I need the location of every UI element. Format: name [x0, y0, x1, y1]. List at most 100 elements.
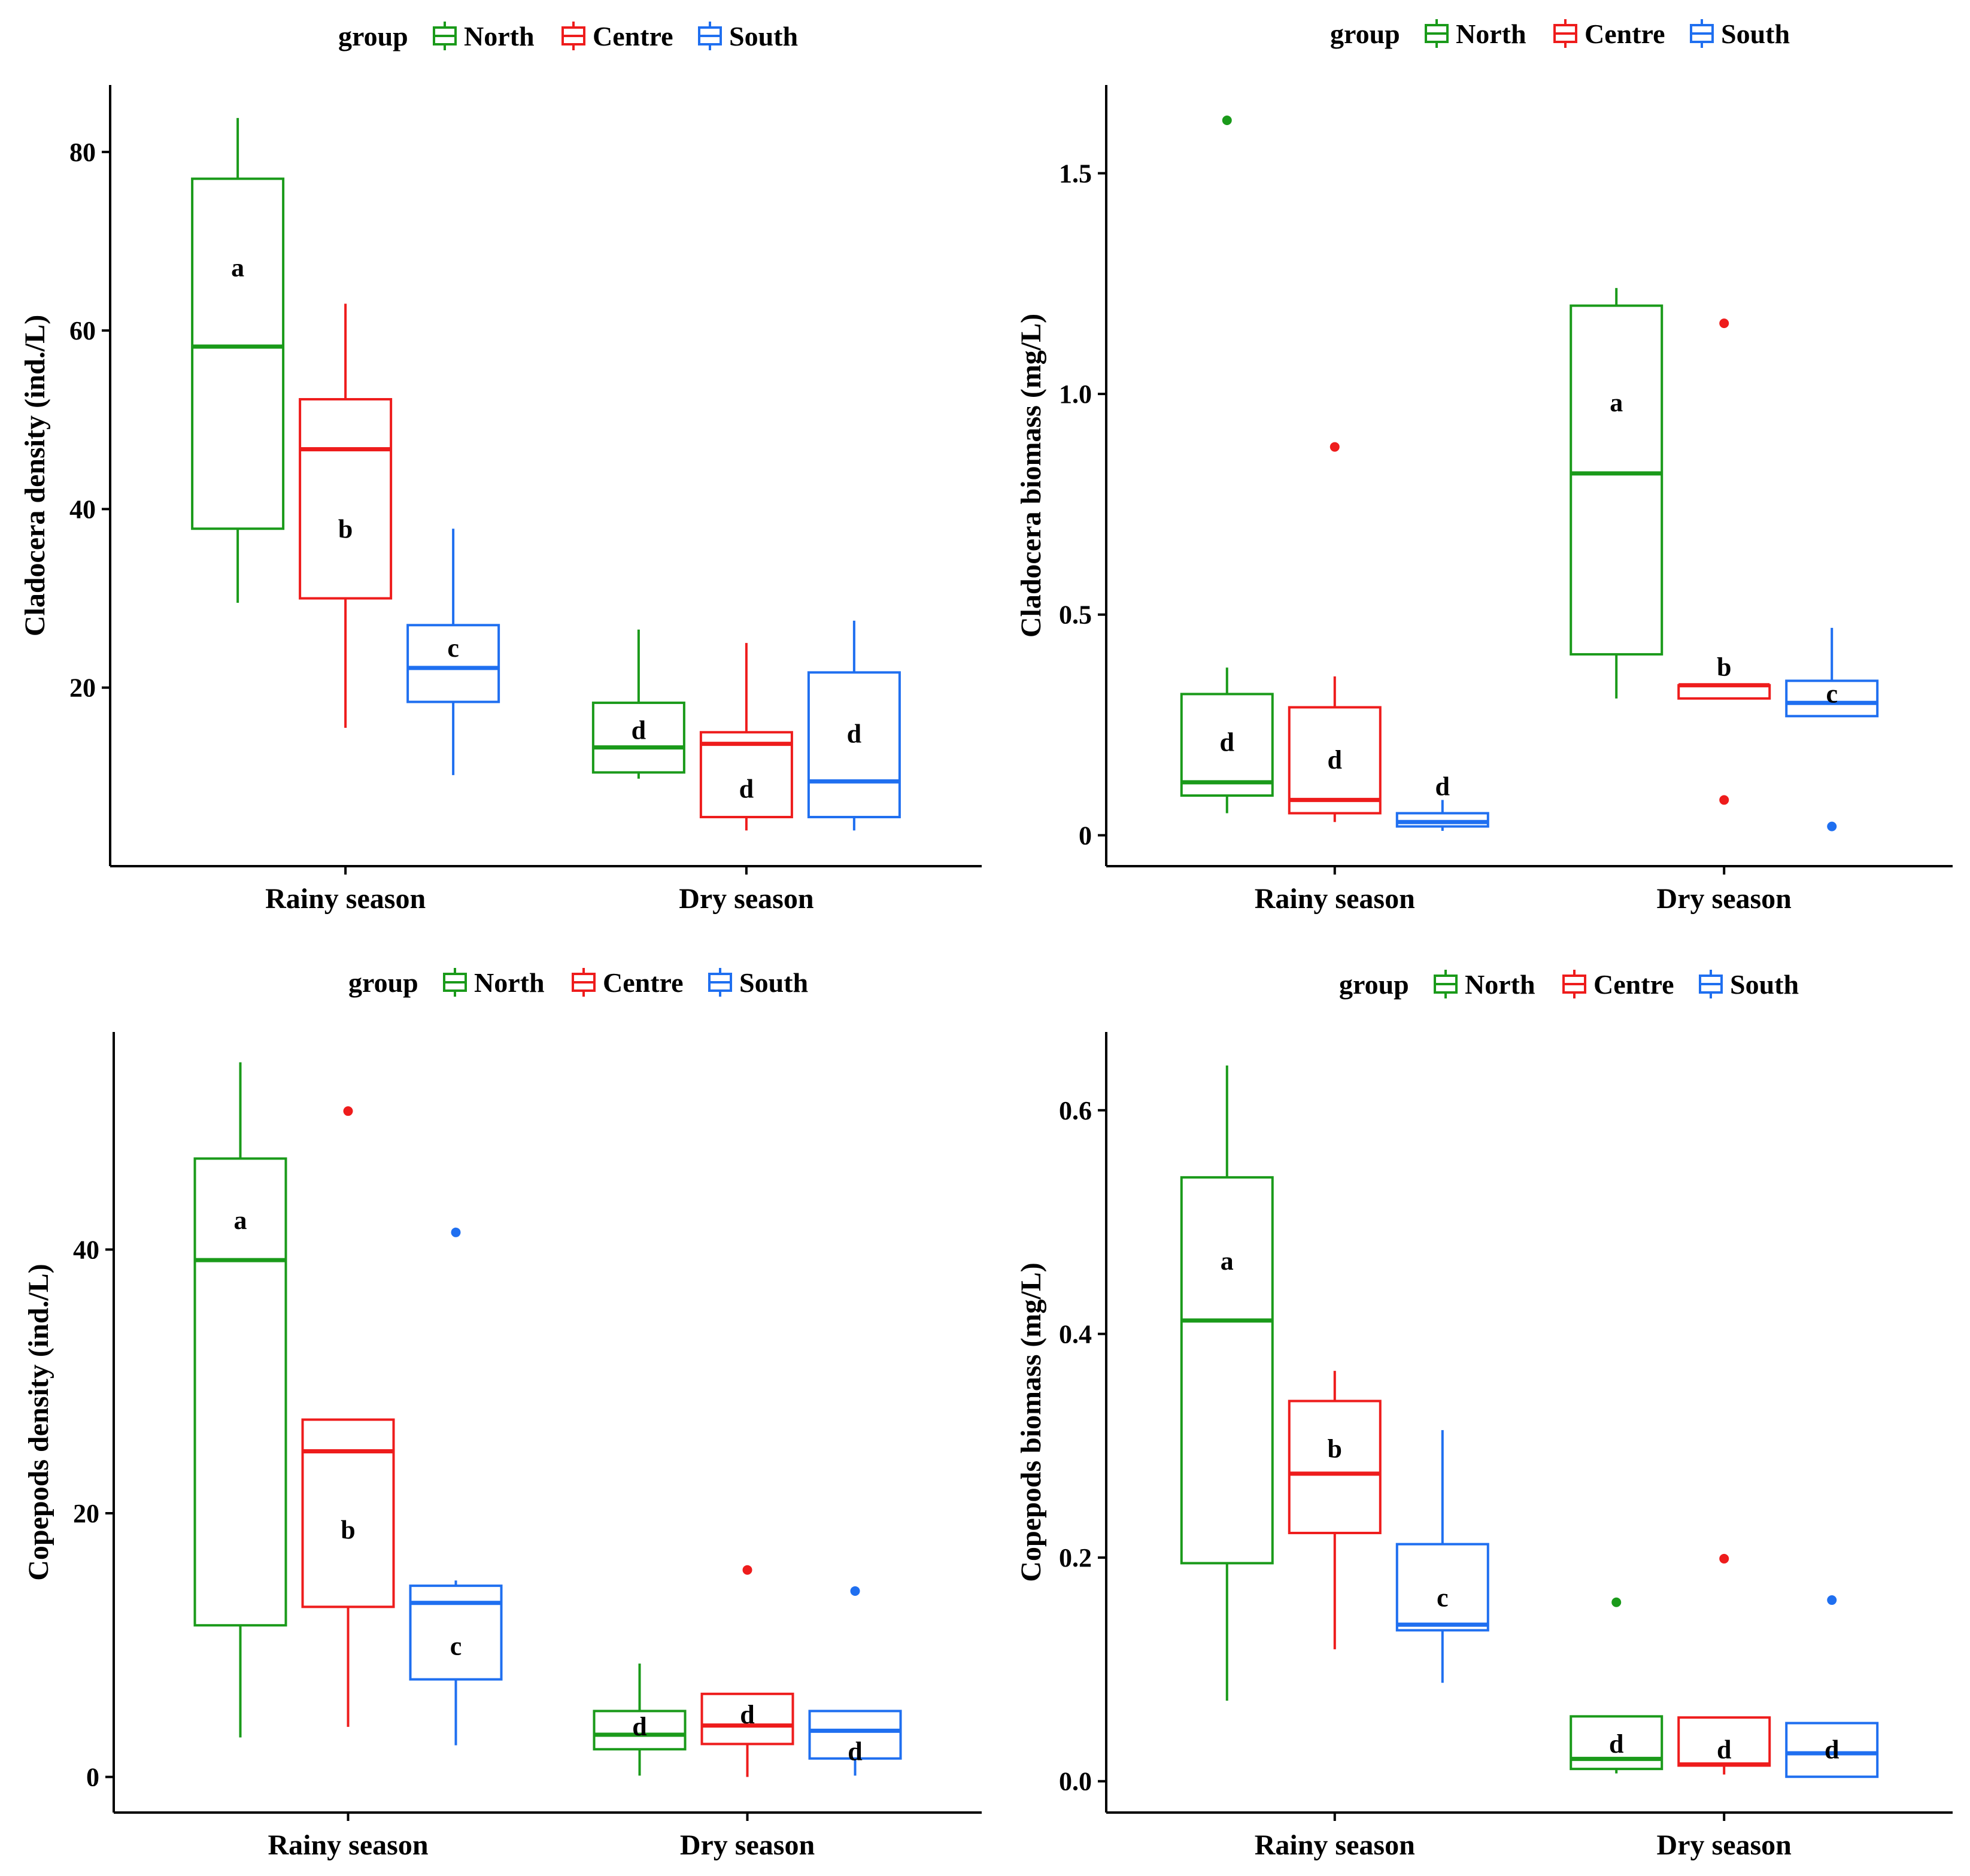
box-body: [1288, 706, 1382, 815]
legend-title: group: [348, 967, 418, 998]
box-centre-rainy: b: [299, 303, 393, 728]
box-north-rainy: a: [1180, 1066, 1274, 1701]
legend-key-centre: [1562, 970, 1586, 998]
box-south-rainy: d: [1395, 772, 1489, 831]
significance-letter: d: [740, 1700, 754, 1729]
significance-letter: c: [450, 1631, 462, 1661]
legend-title: group: [1330, 19, 1400, 49]
outlier-point: [850, 1586, 860, 1596]
box-body: [406, 624, 500, 703]
y-tick-label: 0.2: [1059, 1543, 1092, 1573]
x-tick-label: Rainy season: [268, 1829, 428, 1861]
box-body: [191, 177, 285, 530]
outlier-point: [1329, 442, 1340, 452]
legend-label-south: South: [1721, 19, 1790, 49]
legend-key-north: [1425, 19, 1449, 48]
significance-letter: b: [341, 1516, 355, 1545]
significance-letter: c: [1437, 1583, 1449, 1612]
outlier-point: [343, 1106, 353, 1116]
significance-letter: d: [1717, 1735, 1731, 1764]
box-north-dry: d: [591, 629, 685, 779]
significance-letter: c: [1826, 679, 1838, 708]
y-tick-label: 0.6: [1059, 1096, 1092, 1125]
box-body: [1180, 693, 1274, 797]
outlier-point: [1719, 795, 1729, 805]
legend-key-south: [708, 968, 732, 997]
chart-panel-3: 0 20 40 Rainy season Dry season Copepods dens…: [23, 967, 982, 1861]
box-body: [807, 671, 901, 818]
x-tick-label: Dry season: [1657, 1829, 1792, 1861]
significance-letter: b: [338, 515, 353, 544]
outlier-point: [1719, 1553, 1729, 1564]
box-body: [1395, 812, 1489, 828]
outlier-point: [451, 1227, 461, 1237]
y-tick-label: 20: [73, 1499, 99, 1528]
legend-label-south: South: [1730, 969, 1799, 1000]
x-tick-label: Rainy season: [265, 883, 426, 915]
significance-letter: d: [632, 715, 646, 745]
chart-panel-2: 0 0.5 1.0 1.5 Rainy season Dry season Cladocer…: [1015, 19, 1953, 915]
outlier-point: [1827, 1595, 1837, 1605]
outlier-point: [1222, 115, 1232, 125]
box-south-rainy: c: [409, 1227, 503, 1746]
x-tick-label: Rainy season: [1255, 1829, 1415, 1861]
outlier-point: [1827, 821, 1837, 831]
significance-letter: d: [1825, 1735, 1839, 1764]
y-tick-label: 0: [1079, 821, 1092, 850]
y-tick-label: 60: [69, 316, 96, 345]
y-tick-label: 20: [69, 673, 96, 703]
legend-key-north: [433, 22, 457, 50]
significance-letter: d: [632, 1712, 646, 1741]
box-south-dry: d: [1785, 1595, 1879, 1778]
chart-panel-4: 0.0 0.2 0.4 0.6 Rainy season Dry season Copepo…: [1015, 969, 1953, 1861]
significance-letter: d: [1328, 745, 1342, 775]
box-south-rainy: c: [406, 529, 500, 775]
y-tick-label: 1.0: [1059, 380, 1092, 409]
significance-letter: d: [1435, 772, 1450, 801]
box-north-rainy: a: [191, 118, 285, 603]
legend-label-centre: Centre: [593, 21, 673, 51]
box-centre-dry: d: [700, 1565, 794, 1777]
y-tick-label: 1.5: [1059, 159, 1092, 188]
significance-letter: a: [231, 253, 244, 283]
box-centre-dry: d: [699, 643, 793, 831]
legend-label-centre: Centre: [603, 967, 684, 998]
box-north-rainy: a: [193, 1062, 287, 1738]
box-north-dry: d: [1570, 1597, 1664, 1774]
legend-label-north: North: [1456, 19, 1526, 49]
significance-letter: a: [1221, 1246, 1234, 1276]
box-centre-rainy: b: [301, 1106, 395, 1727]
box-centre-rainy: d: [1288, 442, 1382, 822]
box-body: [699, 731, 793, 818]
legend-label-north: North: [464, 21, 535, 51]
y-tick-label: 0.4: [1059, 1319, 1092, 1349]
y-axis-title: Copepods biomass (mg/L): [1015, 1262, 1047, 1581]
significance-letter: d: [1220, 728, 1234, 757]
legend-key-south: [698, 22, 722, 50]
outlier-point: [1719, 318, 1729, 329]
y-tick-label: 80: [69, 138, 96, 167]
significance-letter: d: [1609, 1729, 1623, 1759]
box-centre-dry: d: [1677, 1553, 1771, 1775]
box-body: [1785, 679, 1879, 718]
significance-letter: a: [234, 1206, 247, 1235]
y-axis-title: Cladocera biomass (mg/L): [1015, 314, 1047, 638]
legend-label-centre: Centre: [1585, 19, 1665, 49]
y-axis-title: Copepods density (ind./L): [23, 1264, 54, 1580]
legend-key-north: [443, 968, 467, 997]
box-body: [700, 1692, 794, 1746]
box-south-dry: c: [1785, 627, 1879, 831]
y-tick-label: 40: [73, 1235, 99, 1264]
x-tick-label: Dry season: [1657, 883, 1792, 915]
legend: group North Centre South: [1330, 19, 1790, 49]
box-body: [1785, 1722, 1879, 1778]
legend-label-south: South: [729, 21, 798, 51]
box-body: [299, 397, 393, 600]
legend-key-south: [1699, 970, 1723, 998]
x-tick-label: Rainy season: [1255, 883, 1415, 915]
box-body: [808, 1710, 902, 1760]
box-body: [593, 1710, 687, 1751]
legend-label-centre: Centre: [1593, 969, 1674, 1000]
box-centre-dry: b: [1677, 318, 1771, 805]
y-axis-title: Cladocera density (ind./L): [19, 315, 51, 636]
